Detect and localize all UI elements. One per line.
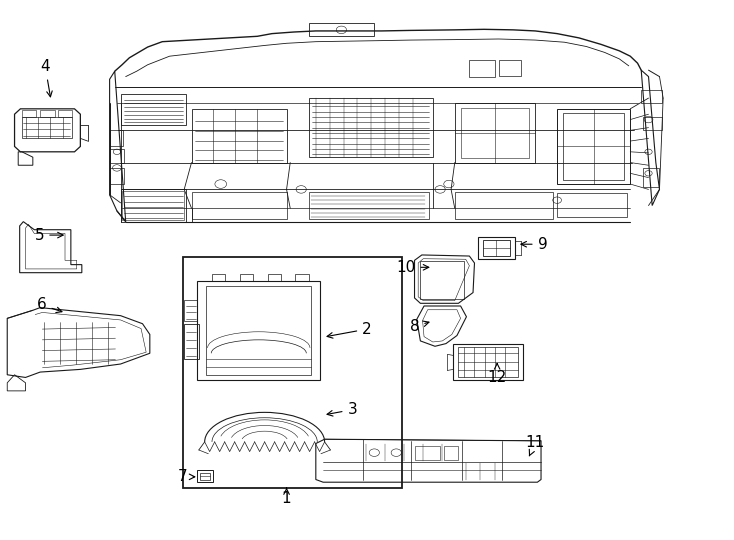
Bar [197,470,213,482]
Bar [478,237,515,259]
Text: 4: 4 [40,59,52,97]
Bar [557,193,627,218]
Bar [455,104,535,163]
Bar [120,190,186,221]
Text: 5: 5 [34,227,63,242]
Bar [308,23,374,36]
Text: 12: 12 [487,363,506,385]
Bar [40,111,55,117]
Bar [22,117,72,138]
Bar [183,256,402,488]
Bar [59,111,72,117]
Bar [22,111,37,117]
Bar [454,343,523,380]
Bar [109,130,123,146]
Text: 9: 9 [521,237,548,252]
Bar [498,60,520,76]
Bar [109,149,124,163]
Text: 1: 1 [282,488,291,506]
Text: 3: 3 [327,402,357,417]
Bar [557,109,631,184]
Text: 7: 7 [178,469,195,484]
Bar [212,274,225,281]
Bar [642,90,661,104]
Text: 8: 8 [410,319,429,334]
Text: 6: 6 [37,298,62,313]
Bar [482,240,510,256]
Bar [192,109,286,163]
Bar [200,472,210,480]
Bar [415,446,440,460]
Text: 11: 11 [526,435,545,456]
Bar [268,274,280,281]
Bar [458,347,518,377]
Bar [308,98,433,157]
Bar [206,286,311,375]
Bar [444,446,459,460]
Bar [122,191,184,220]
Bar [184,300,197,321]
Text: 2: 2 [327,322,372,338]
Bar [644,117,661,130]
Bar [295,274,308,281]
Bar [240,274,253,281]
Bar [308,192,429,219]
Bar [192,192,286,219]
Bar [109,168,124,184]
Bar [644,168,659,187]
Bar [469,60,495,77]
Bar [421,261,464,299]
Bar [461,108,529,158]
Bar [455,192,553,219]
Text: 10: 10 [396,260,429,275]
Bar [120,94,186,125]
Bar [563,113,625,180]
Bar [184,323,199,359]
